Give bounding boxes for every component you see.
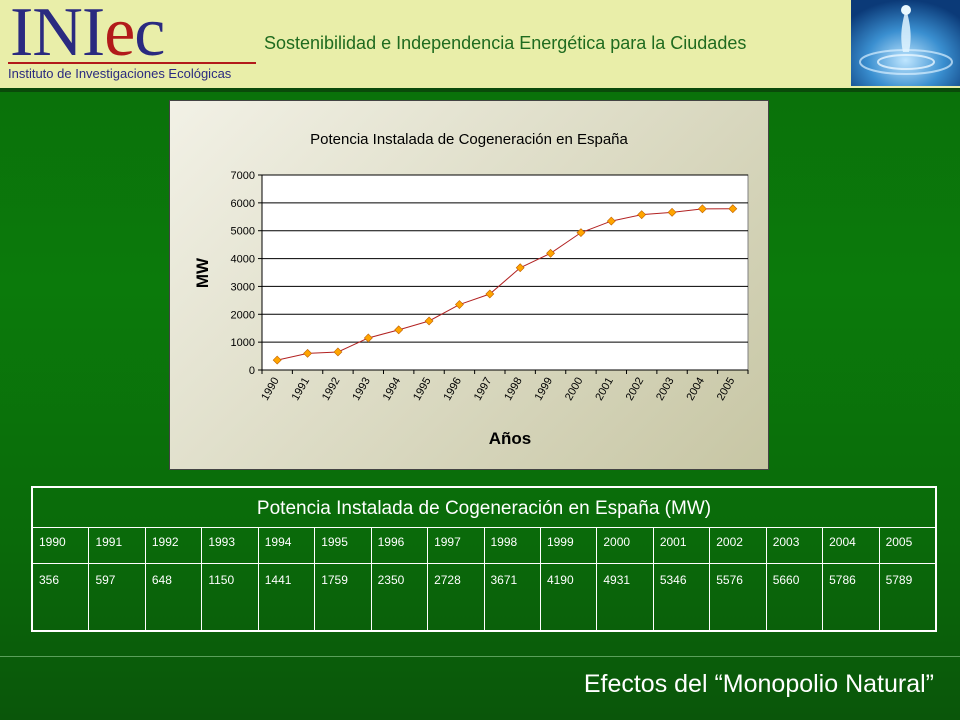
table-cell-value: 1759 — [315, 564, 372, 630]
x-tick-label: 1992 — [320, 376, 343, 403]
data-point — [606, 216, 616, 226]
x-tick-label: 2002 — [624, 376, 647, 403]
x-tick-label: 1991 — [290, 376, 313, 403]
x-tick-label: 1993 — [350, 376, 373, 403]
table-cell-year: 2000 — [597, 528, 654, 563]
x-tick-label: 2004 — [684, 376, 707, 403]
data-point — [515, 263, 525, 273]
data-point — [303, 348, 312, 358]
table-cell-year: 1992 — [146, 528, 203, 563]
series-line — [277, 208, 733, 361]
table-cell-year: 1993 — [202, 528, 259, 563]
table-cell-value: 3671 — [485, 564, 541, 630]
y-tick-label: 6000 — [231, 198, 255, 210]
chart-title: Potencia Instalada de Cogeneración en Es… — [310, 131, 628, 148]
data-point — [455, 300, 464, 309]
table-cell-value: 1441 — [259, 564, 316, 630]
table-cell-value: 648 — [146, 564, 203, 630]
x-tick-label: 1996 — [441, 376, 464, 403]
table-cell-year: 1991 — [89, 528, 146, 563]
data-point — [637, 210, 647, 220]
x-tick-label: 2005 — [715, 376, 738, 403]
table-cell-value: 5576 — [710, 564, 767, 630]
table-cell-value: 2728 — [428, 564, 485, 630]
x-tick-label: 1997 — [472, 376, 495, 403]
table-cell-year: 2003 — [767, 528, 824, 563]
header-divider — [0, 88, 960, 92]
x-tick-label: 2000 — [563, 376, 586, 403]
logo-subtitle: Instituto de Investigaciones Ecológicas — [8, 66, 232, 81]
x-tick-label: 1998 — [502, 376, 525, 403]
data-point — [698, 204, 707, 214]
table-cell-year: 1999 — [541, 528, 598, 563]
table-cell-year: 1990 — [33, 528, 90, 563]
table-cell-value: 5346 — [654, 564, 711, 630]
y-tick-label: 0 — [249, 365, 255, 377]
iniec-logo: INIec Instituto de Investigaciones Ecoló… — [4, 0, 256, 86]
data-point — [333, 347, 343, 357]
data-point — [424, 316, 434, 326]
table-row-years: 1990 1991 1992 1993 1994 1995 1996 1997 1998 1999… — [33, 528, 935, 564]
table-cell-value: 5789 — [885, 573, 913, 587]
table-cell-year: 1995 — [315, 528, 372, 563]
slide-title: Efectos del “Monopolio Natural” — [583, 670, 934, 698]
plot-area — [261, 174, 749, 371]
x-tick-label: 1994 — [381, 376, 404, 403]
y-tick-label: 7000 — [231, 170, 255, 182]
table-cell-value: 4931 — [597, 564, 654, 630]
table-cell-value: 1150 — [202, 564, 259, 630]
data-point — [485, 289, 495, 299]
y-tick-label: 3000 — [231, 281, 255, 293]
x-tick-label: 2003 — [654, 376, 677, 403]
y-axis-label: MW — [193, 257, 212, 288]
data-point — [272, 355, 282, 365]
table-cell-value: 5660 — [767, 564, 824, 630]
water-drop-image — [851, 0, 960, 86]
footer-divider — [0, 656, 960, 657]
table-cell-value: 356 — [33, 564, 90, 630]
table-cell-year: 1998 — [485, 528, 541, 563]
logo-wordmark: INIec — [10, 0, 165, 71]
data-point — [363, 333, 373, 343]
y-tick-label: 5000 — [231, 226, 255, 238]
data-point — [394, 325, 404, 335]
table-title: Potencia Instalada de Cogeneración en Es… — [33, 488, 935, 528]
chart-panel: 0 1000 2000 3000 4000 5000 6000 7000 1990 1991 199… — [169, 100, 769, 470]
logo-underline — [8, 62, 256, 64]
table-cell-value: 2350 — [372, 564, 429, 630]
header-tagline: Sostenibilidad e Independencia Energétic… — [264, 33, 747, 53]
y-tick-label: 1000 — [231, 337, 255, 349]
cogeneration-line-chart: 0 1000 2000 3000 4000 5000 6000 7000 1990 1991 199… — [193, 131, 749, 448]
table-cell-year: 2001 — [654, 528, 711, 563]
table-cell-year: 1996 — [372, 528, 429, 563]
data-point — [546, 248, 555, 258]
x-axis-label: Años — [489, 429, 532, 448]
table-cell-year: 1994 — [259, 528, 316, 563]
x-tick-label: 1999 — [533, 376, 556, 403]
data-point — [576, 228, 586, 238]
table-cell-value: 597 — [89, 564, 146, 630]
table-cell-year: 2005 — [885, 535, 913, 549]
y-tick-label: 4000 — [231, 254, 255, 266]
x-tick-label: 1990 — [259, 376, 282, 403]
table-cell-value: 5786 — [823, 564, 880, 630]
table-cell-year: 2004 — [823, 528, 880, 563]
table-cell-year: 1997 — [428, 528, 485, 563]
x-tick-label: 2001 — [593, 376, 616, 403]
data-point — [728, 204, 738, 214]
x-tick-label: 1995 — [411, 376, 434, 403]
table-row-values: 356 597 648 1150 1441 1759 2350 2728 3671 4190 493… — [33, 564, 935, 630]
data-table: Potencia Instalada de Cogeneración en Es… — [31, 486, 937, 632]
data-point — [667, 207, 677, 217]
y-tick-label: 2000 — [231, 309, 255, 321]
table-cell-value: 4190 — [541, 564, 598, 630]
header-banner: INIec Instituto de Investigaciones Ecoló… — [0, 0, 960, 88]
table-cell-year: 2002 — [710, 528, 767, 563]
